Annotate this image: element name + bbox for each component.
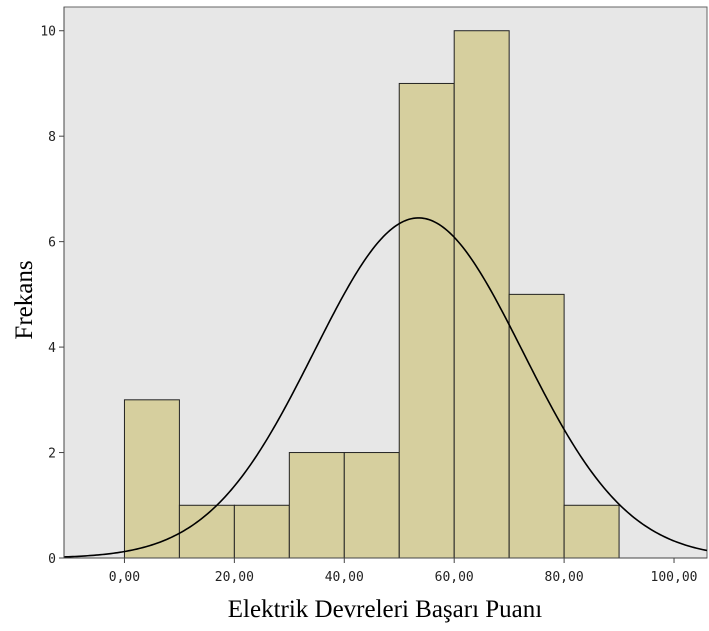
y-tick-label: 6: [48, 236, 56, 251]
x-tick-label: 20,00: [215, 570, 254, 585]
y-tick-label: 4: [48, 341, 56, 356]
y-tick-label: 2: [48, 447, 56, 462]
bars-group: [123, 30, 620, 559]
normal-distribution-curve: [63, 217, 708, 558]
histogram-bar-4: [288, 452, 345, 559]
x-tick-label: 80,00: [545, 570, 584, 585]
x-tick-label: 40,00: [325, 570, 364, 585]
histogram-bar-6: [398, 82, 455, 559]
histogram-bar-9: [563, 504, 620, 559]
histogram-bar-2: [178, 504, 235, 559]
y-tick-label: 0: [48, 552, 56, 567]
x-axis-title: Elektrik Devreleri Başarı Puanı: [228, 596, 543, 623]
histogram-bar-3: [233, 504, 290, 559]
y-tick-label: 8: [48, 130, 56, 145]
y-axis-title: Frekans: [11, 260, 38, 339]
y-tick-label: 10: [40, 25, 56, 40]
x-tick-label: 60,00: [435, 570, 474, 585]
histogram-bar-1: [123, 399, 180, 559]
y-axis-ticks: 0 2 4 6 8 10: [40, 25, 64, 567]
x-tick-label: 0,00: [109, 570, 140, 585]
histogram-bar-7: [453, 30, 510, 559]
x-axis-ticks: 0,00 20,00 40,00 60,00 80,00 100,00: [109, 558, 698, 585]
x-tick-label: 100,00: [651, 570, 698, 585]
histogram-bar-5: [343, 452, 400, 559]
histogram-bar-8: [508, 293, 565, 559]
